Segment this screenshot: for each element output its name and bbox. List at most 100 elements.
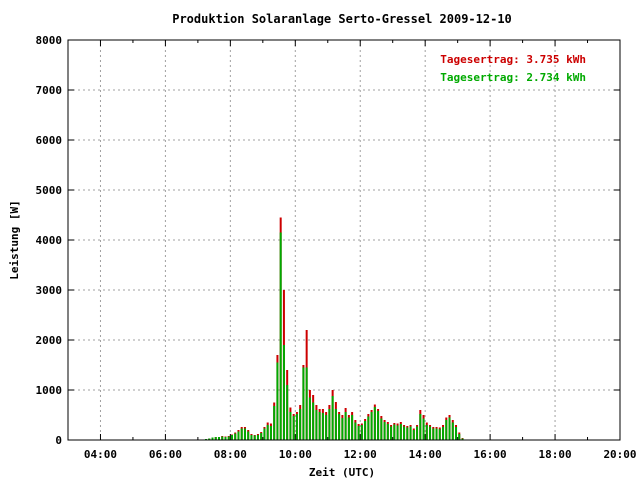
y-tick-label: 3000	[36, 284, 63, 297]
bar-green	[435, 428, 438, 440]
bar-green	[279, 232, 282, 440]
bar-green	[227, 436, 230, 440]
x-tick-label: 12:00	[344, 448, 377, 461]
y-tick-label: 6000	[36, 134, 63, 147]
x-tick-label: 18:00	[538, 448, 571, 461]
bar-green	[328, 409, 331, 440]
bar-green	[325, 415, 328, 440]
bar-green	[386, 424, 389, 440]
bar-green	[422, 418, 425, 440]
legend-entry-green: Tagesertrag: 2.734 kWh	[440, 71, 586, 84]
bar-green	[429, 426, 432, 440]
bar-green	[224, 437, 227, 440]
x-tick-label: 08:00	[214, 448, 247, 461]
bar-green	[416, 426, 419, 440]
y-tick-label: 7000	[36, 84, 63, 97]
bar-green	[448, 417, 451, 440]
x-tick-label: 06:00	[149, 448, 182, 461]
bar-green	[338, 414, 341, 440]
x-axis-label: Zeit (UTC)	[309, 466, 375, 479]
bar-green	[318, 412, 321, 440]
bar-green	[367, 416, 370, 440]
bar-series	[205, 217, 464, 440]
bar-green	[425, 425, 428, 440]
bar-green	[312, 402, 315, 440]
bar-green	[253, 435, 256, 440]
x-tick-label: 10:00	[279, 448, 312, 461]
bar-green	[331, 396, 334, 440]
x-tick-label: 04:00	[84, 448, 117, 461]
bar-green	[250, 435, 253, 440]
bar-green	[302, 367, 305, 440]
bar-green	[357, 426, 360, 440]
bar-green	[390, 426, 393, 440]
x-tick-label: 16:00	[474, 448, 507, 461]
bar-green	[286, 385, 289, 440]
y-tick-label: 0	[55, 434, 62, 447]
bar-green	[419, 414, 422, 440]
grid-lines	[68, 40, 620, 440]
bar-green	[308, 397, 311, 440]
bar-green	[256, 435, 259, 440]
bar-green	[383, 422, 386, 440]
legend-entry-red: Tagesertrag: 3.735 kWh	[440, 53, 586, 66]
bar-green	[396, 425, 399, 440]
bar-green	[377, 411, 380, 440]
bar-green	[354, 422, 357, 440]
bar-green	[432, 428, 435, 440]
y-tick-label: 5000	[36, 184, 63, 197]
bar-green	[289, 412, 292, 440]
y-axis-label: Leistung [W]	[8, 200, 21, 279]
bar-green	[360, 425, 363, 440]
bar-green	[276, 362, 279, 440]
bar-green	[269, 426, 272, 440]
bar-green	[393, 424, 396, 440]
bar-green	[341, 418, 344, 440]
bar-green	[221, 436, 224, 440]
bar-green	[237, 431, 240, 440]
bar-green	[442, 427, 445, 440]
bar-green	[234, 433, 237, 440]
bar-green	[295, 414, 298, 440]
bar-green	[214, 437, 217, 440]
bar-green	[247, 431, 250, 440]
bar-green	[399, 424, 402, 440]
y-tick-label: 8000	[36, 34, 63, 47]
bar-green	[445, 420, 448, 440]
bar-green	[321, 413, 324, 440]
bar-green	[409, 426, 412, 440]
bar-green	[208, 438, 211, 440]
bar-green	[403, 426, 406, 440]
bar-green	[243, 428, 246, 440]
x-tick-label: 20:00	[603, 448, 636, 461]
bar-green	[263, 428, 266, 440]
bar-green	[315, 410, 318, 440]
y-tick-label: 4000	[36, 234, 63, 247]
bar-green	[292, 416, 295, 440]
bar-green	[458, 434, 461, 440]
bar-green	[217, 437, 220, 440]
y-tick-label: 2000	[36, 334, 63, 347]
bar-green	[211, 437, 214, 440]
axis-ticks	[68, 39, 621, 441]
bar-green	[451, 422, 454, 440]
bar-green	[351, 415, 354, 440]
x-axis-tick-labels: 04:00 06:00 08:00 10:00 12:00 14:00 16:00 18:00…	[84, 448, 637, 461]
bar-green	[380, 418, 383, 440]
bar-green	[305, 367, 308, 440]
bar-green	[299, 409, 302, 440]
bar-green	[240, 428, 243, 440]
chart-title: Produktion Solaranlage Serto-Gressel 200…	[172, 12, 512, 26]
bar-green	[347, 417, 350, 440]
bar-green	[282, 345, 285, 440]
bar-green	[334, 409, 337, 440]
legend: Tagesertrag: 3.735 kWh Tagesertrag: 2.73…	[440, 53, 586, 84]
bar-green	[266, 425, 269, 440]
bar-green	[230, 435, 233, 440]
x-tick-label: 14:00	[409, 448, 442, 461]
bar-green	[461, 438, 464, 440]
bar-green	[455, 427, 458, 440]
bar-green	[406, 427, 409, 440]
bar-green	[438, 429, 441, 440]
